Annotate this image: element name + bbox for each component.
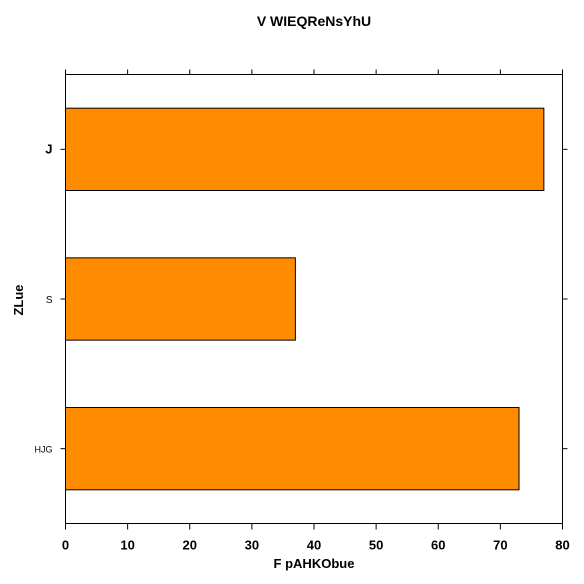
x-tick-label: 80 <box>555 538 569 553</box>
y-tick-label: J <box>45 141 52 156</box>
x-tick-label: 10 <box>120 538 134 553</box>
y-tick-label: HJG <box>35 445 53 455</box>
chart-title: V WIEQReNsYhU <box>257 13 371 29</box>
bar-hjg <box>65 407 520 491</box>
x-tick-label: 60 <box>431 538 445 553</box>
plot-frame <box>65 74 563 524</box>
x-tick-label: 70 <box>493 538 507 553</box>
y-axis-label: ZLue <box>11 284 26 315</box>
x-tick-label: 20 <box>183 538 197 553</box>
x-tick-label: 40 <box>307 538 321 553</box>
x-axis-label: F pAHKObue <box>274 556 355 571</box>
x-axis-ticks: 0 10 20 30 40 50 60 70 80 <box>62 69 570 553</box>
y-tick-label: S <box>46 295 53 306</box>
x-tick-label: 50 <box>369 538 383 553</box>
bar-j <box>65 107 545 191</box>
y-axis-ticks: J S HJG <box>35 141 568 455</box>
bars-group <box>65 107 545 491</box>
x-tick-label: 0 <box>62 538 69 553</box>
bar-s <box>65 257 296 341</box>
x-tick-label: 30 <box>245 538 259 553</box>
